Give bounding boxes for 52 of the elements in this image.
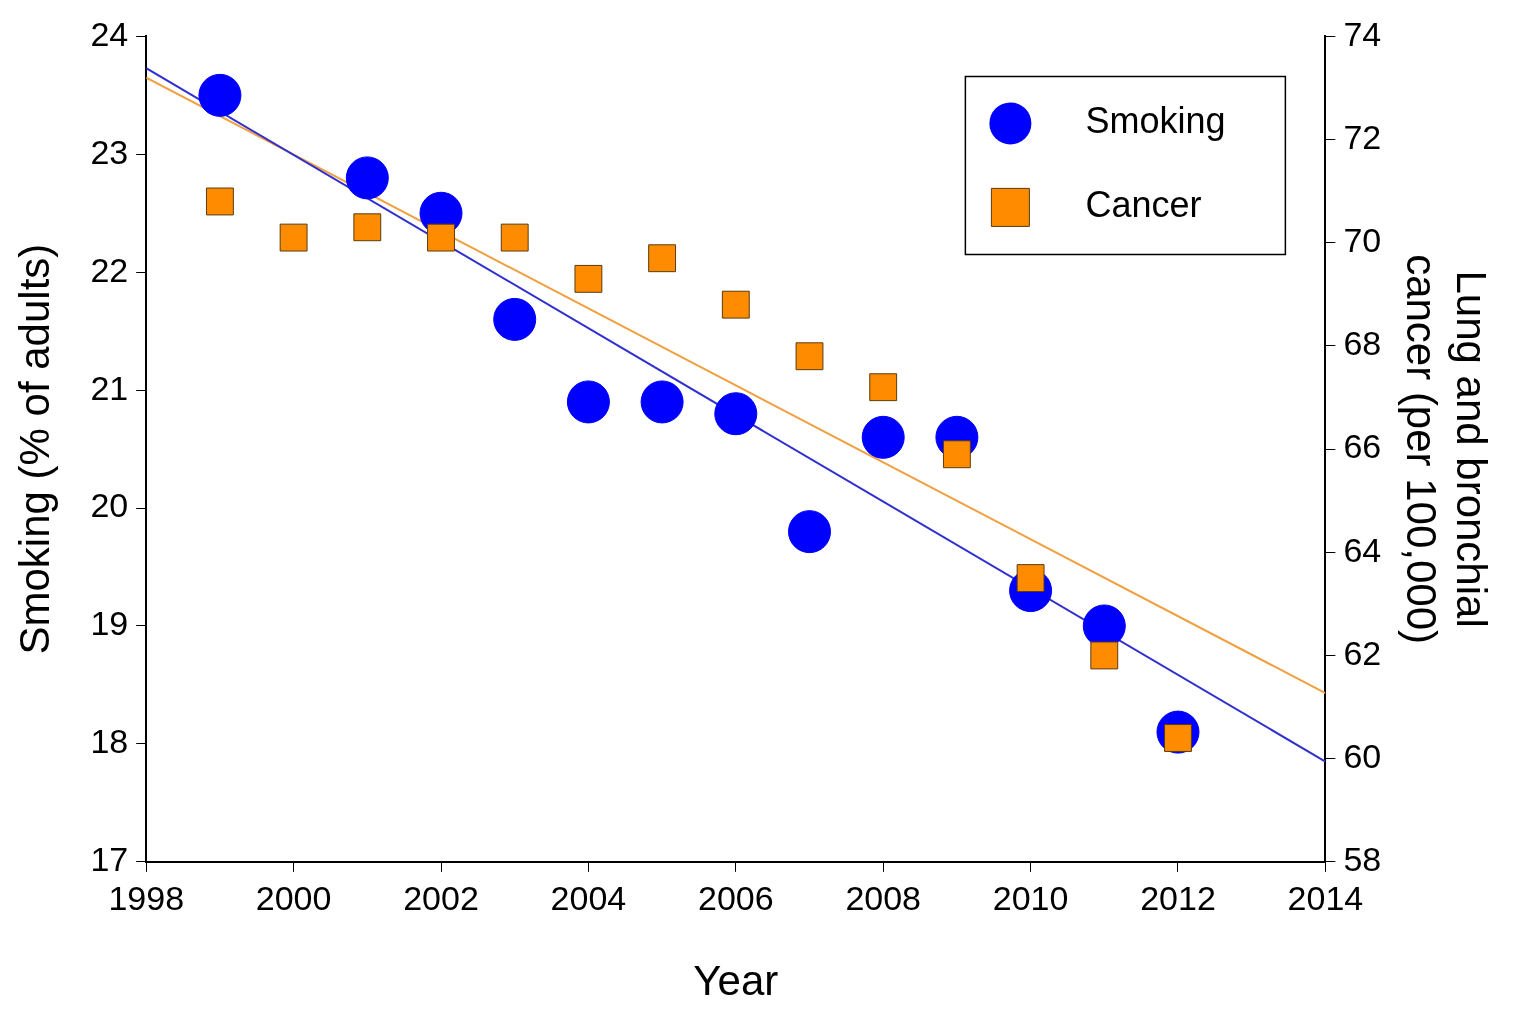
- y-tick-label: 24: [90, 14, 129, 53]
- point: [1016, 564, 1045, 592]
- legend-label: Smoking: [1085, 100, 1226, 142]
- y2-tick-label: 72: [1343, 117, 1382, 156]
- y-tick-label: 17: [90, 840, 129, 879]
- point: [345, 156, 389, 200]
- y2-tick-label: 68: [1343, 324, 1382, 363]
- y-tick-label: 19: [90, 604, 129, 643]
- point: [279, 223, 308, 252]
- y-tick-label: 20: [90, 486, 129, 525]
- point: [205, 187, 234, 216]
- y-axis-title: Smoking (% of adults): [10, 243, 58, 655]
- x-tick-label: 2006: [697, 878, 774, 917]
- y-tick-label: 21: [90, 368, 129, 407]
- y-tick-label: 22: [90, 250, 129, 289]
- x-tick-label: 2004: [550, 878, 627, 917]
- point: [942, 440, 971, 469]
- point: [1090, 641, 1119, 670]
- point: [648, 244, 677, 273]
- y2-axis-title: Lung and bronchial cancer (per 100,000): [1397, 254, 1496, 645]
- y-tick-label: 18: [90, 722, 129, 761]
- point: [500, 223, 529, 252]
- y2-tick-label: 64: [1343, 530, 1382, 569]
- point: [574, 264, 603, 293]
- point: [353, 213, 382, 242]
- x-tick-label: 1998: [108, 878, 185, 917]
- legend-label: Cancer: [1085, 184, 1202, 226]
- x-tick-label: 2008: [845, 878, 922, 917]
- point: [198, 73, 242, 117]
- point: [714, 392, 758, 436]
- x-tick-label: 2012: [1140, 878, 1216, 917]
- x-axis-title: Year: [693, 957, 779, 1005]
- x-tick-label: 2000: [255, 878, 332, 917]
- point: [869, 373, 898, 402]
- point: [795, 342, 824, 371]
- x-tick-label: 2010: [992, 878, 1069, 917]
- point: [788, 510, 831, 554]
- y2-tick-label: 58: [1343, 840, 1382, 879]
- point: [427, 223, 455, 252]
- x-tick-label: 2014: [1287, 878, 1364, 917]
- y2-tick-label: 70: [1343, 221, 1382, 260]
- y2-tick-label: 62: [1343, 633, 1382, 672]
- point: [493, 297, 537, 341]
- point: [566, 380, 610, 424]
- y-tick-label: 23: [90, 132, 129, 171]
- y2-tick-label: 66: [1343, 427, 1382, 466]
- point: [640, 380, 684, 424]
- y2-tick-label: 60: [1343, 737, 1382, 775]
- y2-tick-label: 74: [1343, 14, 1382, 53]
- x-tick-label: 2002: [403, 878, 479, 917]
- point: [721, 290, 750, 319]
- point: [861, 415, 905, 459]
